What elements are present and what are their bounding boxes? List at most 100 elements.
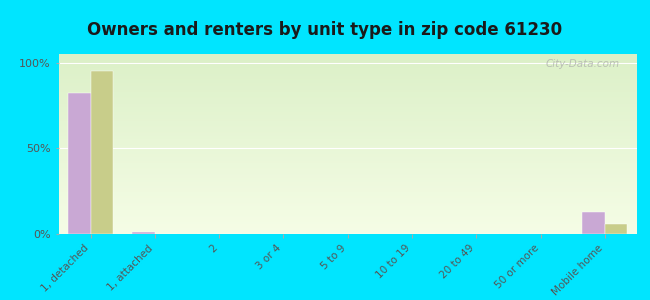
Bar xyxy=(58,142,637,143)
Bar xyxy=(58,182,637,184)
Bar xyxy=(58,208,637,209)
Bar xyxy=(58,210,637,211)
Bar xyxy=(90,71,113,234)
Bar xyxy=(58,176,637,178)
Bar xyxy=(58,184,637,185)
Bar xyxy=(58,134,637,136)
Bar xyxy=(58,90,637,91)
Bar xyxy=(58,76,637,77)
Bar xyxy=(58,132,637,133)
Bar xyxy=(58,92,637,94)
Bar xyxy=(58,160,637,161)
Bar xyxy=(58,136,637,137)
Bar xyxy=(58,108,637,109)
Bar xyxy=(58,199,637,200)
Bar xyxy=(58,116,637,118)
Bar xyxy=(58,65,637,66)
Bar xyxy=(58,59,637,60)
Bar xyxy=(58,58,637,59)
Bar xyxy=(58,175,637,176)
Bar xyxy=(58,70,637,71)
Bar xyxy=(58,101,637,102)
Bar xyxy=(58,174,637,175)
Bar xyxy=(58,193,637,194)
Bar xyxy=(58,179,637,180)
Bar xyxy=(58,232,637,233)
Bar xyxy=(58,164,637,166)
Bar xyxy=(58,97,637,98)
Bar xyxy=(58,162,637,163)
Bar xyxy=(58,120,637,121)
Bar xyxy=(58,215,637,216)
Bar xyxy=(58,152,637,154)
Bar xyxy=(58,200,637,202)
Bar xyxy=(58,188,637,190)
Bar xyxy=(58,186,637,187)
Bar xyxy=(58,68,637,70)
Bar xyxy=(58,206,637,208)
Bar xyxy=(58,145,637,146)
Bar xyxy=(58,204,637,205)
Bar xyxy=(58,77,637,78)
Bar xyxy=(58,212,637,214)
Bar xyxy=(58,56,637,58)
Bar xyxy=(58,196,637,197)
Bar xyxy=(58,131,637,132)
Bar xyxy=(58,202,637,203)
Bar xyxy=(58,181,637,182)
Bar xyxy=(58,78,637,79)
Bar xyxy=(58,91,637,92)
Bar xyxy=(58,73,637,74)
Bar xyxy=(58,86,637,88)
Bar xyxy=(58,227,637,228)
Bar xyxy=(58,194,637,196)
Bar xyxy=(58,203,637,204)
Bar xyxy=(58,148,637,149)
Bar xyxy=(582,212,605,234)
Bar xyxy=(58,121,637,122)
Bar xyxy=(58,161,637,162)
Bar xyxy=(58,124,637,125)
Bar xyxy=(58,229,637,230)
Bar xyxy=(58,192,637,193)
Bar xyxy=(58,122,637,124)
Bar xyxy=(58,72,637,73)
Bar xyxy=(58,125,637,126)
Bar xyxy=(58,130,637,131)
Bar xyxy=(68,93,90,234)
Bar xyxy=(58,133,637,134)
Bar xyxy=(58,209,637,210)
Bar xyxy=(58,137,637,138)
Bar xyxy=(58,128,637,130)
Bar xyxy=(58,115,637,116)
Bar xyxy=(58,185,637,186)
Bar xyxy=(58,55,637,56)
Bar xyxy=(58,211,637,212)
Bar xyxy=(58,226,637,227)
Bar xyxy=(58,112,637,113)
Bar xyxy=(58,80,637,82)
Bar xyxy=(58,218,637,220)
Bar xyxy=(58,222,637,223)
Bar xyxy=(58,156,637,157)
Bar xyxy=(58,143,637,144)
Bar xyxy=(58,85,637,86)
Bar xyxy=(58,110,637,112)
Bar xyxy=(58,84,637,85)
Bar xyxy=(58,104,637,106)
Text: City-Data.com: City-Data.com xyxy=(545,59,619,69)
Bar xyxy=(58,100,637,101)
Bar xyxy=(58,118,637,119)
Bar xyxy=(58,146,637,148)
Bar xyxy=(58,60,637,61)
Bar xyxy=(58,233,637,234)
Bar xyxy=(58,180,637,181)
Bar xyxy=(58,106,637,107)
Bar xyxy=(58,220,637,221)
Bar xyxy=(58,114,637,115)
Bar xyxy=(58,172,637,173)
Bar xyxy=(58,95,637,96)
Bar xyxy=(58,82,637,83)
Bar xyxy=(605,224,627,234)
Bar xyxy=(58,126,637,127)
